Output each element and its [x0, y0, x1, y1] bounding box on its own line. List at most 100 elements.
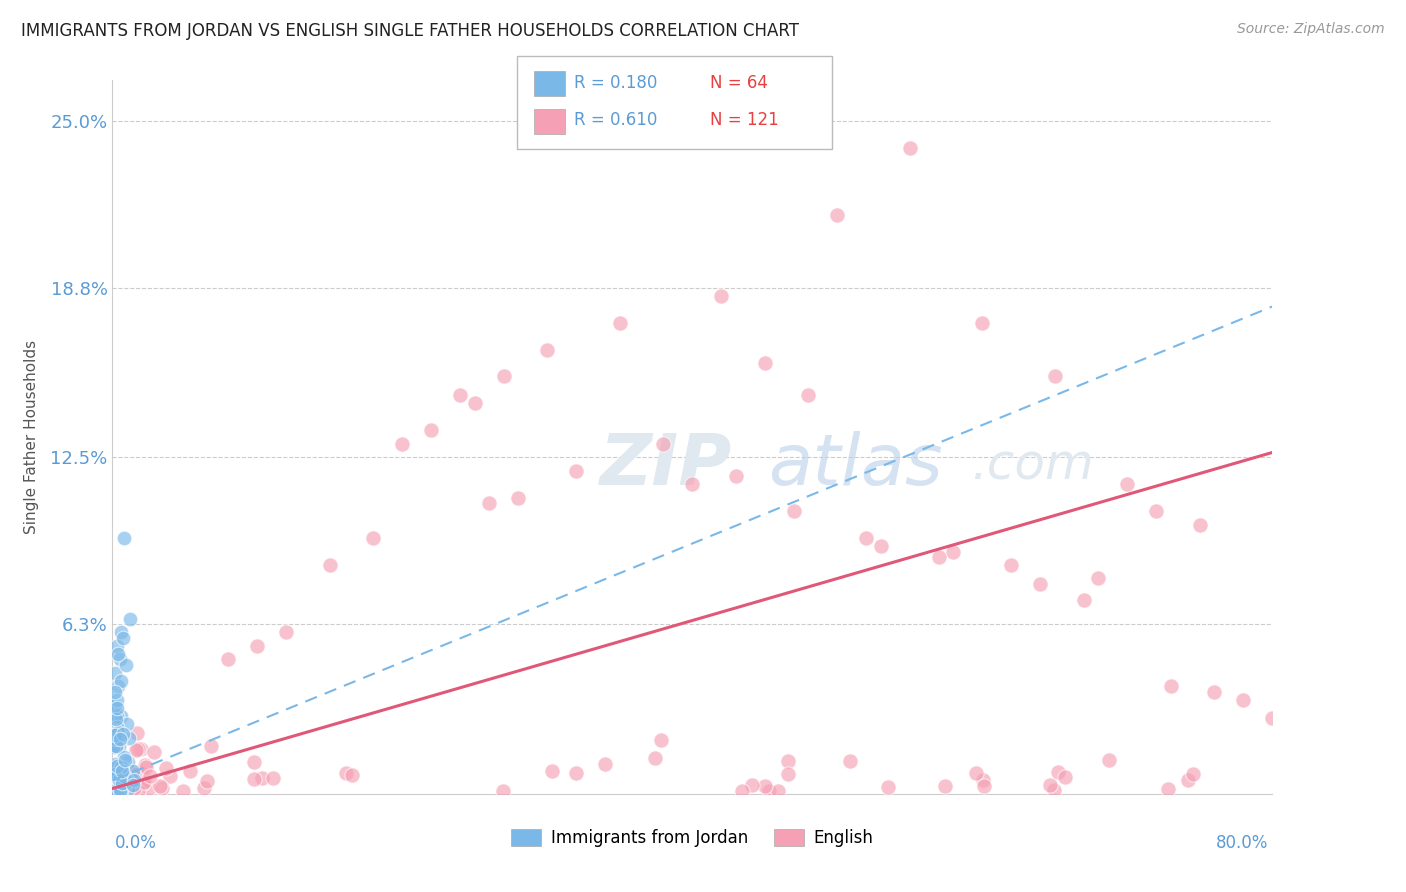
Point [103, 769, 125, 783]
Point [1029, 577, 1052, 591]
Point [114, 775, 136, 789]
Point [108, 652, 131, 666]
Point [107, 784, 129, 798]
Point [110, 769, 132, 783]
Point [105, 739, 128, 754]
Point [117, 770, 139, 784]
Point [117, 771, 139, 785]
Point [104, 756, 127, 771]
Point [243, 772, 266, 786]
Point [972, 773, 994, 788]
Point [108, 773, 131, 788]
Point [121, 764, 143, 778]
Point [105, 764, 128, 779]
Point [105, 700, 128, 714]
Point [1054, 770, 1077, 784]
Point [797, 388, 820, 402]
Point [242, 756, 264, 770]
Point [110, 761, 132, 775]
Point [159, 769, 181, 783]
Point [262, 771, 284, 785]
Point [118, 612, 141, 626]
Point [928, 549, 950, 564]
Point [110, 784, 132, 798]
Point [965, 765, 987, 780]
Point [115, 772, 138, 787]
Point [104, 728, 127, 742]
Point [827, 208, 849, 222]
Point [682, 477, 704, 491]
Point [104, 684, 127, 698]
Point [104, 767, 127, 781]
Point [536, 343, 558, 357]
Point [319, 558, 342, 572]
Point [131, 776, 153, 790]
Point [112, 750, 135, 764]
Point [391, 437, 413, 451]
Point [898, 140, 921, 154]
Point [120, 772, 142, 786]
Point [110, 778, 132, 792]
Point [104, 731, 127, 745]
Text: N = 121: N = 121 [710, 112, 779, 129]
Point [115, 781, 138, 796]
Point [111, 764, 134, 779]
Point [478, 496, 501, 510]
Point [150, 780, 173, 795]
Point [104, 698, 127, 712]
Point [1188, 517, 1211, 532]
Point [492, 369, 515, 384]
Point [276, 625, 298, 640]
Point [108, 731, 131, 746]
Point [104, 712, 127, 726]
Point [111, 759, 134, 773]
Point [112, 769, 135, 783]
Point [104, 665, 127, 680]
Point [855, 531, 877, 545]
Point [179, 764, 201, 778]
Point [104, 739, 127, 754]
Text: atlas: atlas [768, 431, 942, 500]
Point [1087, 571, 1109, 585]
Point [876, 780, 898, 795]
Point [464, 396, 486, 410]
Point [335, 766, 357, 780]
Point [107, 679, 129, 693]
Point [942, 544, 965, 558]
Text: N = 64: N = 64 [710, 74, 768, 92]
Point [218, 652, 240, 666]
Point [724, 469, 747, 483]
Point [121, 778, 143, 792]
Point [118, 731, 141, 745]
Point [125, 743, 148, 757]
Point [108, 784, 131, 798]
Point [710, 289, 733, 303]
Point [138, 780, 160, 795]
Point [1073, 593, 1095, 607]
Point [104, 761, 127, 775]
Point [1177, 773, 1199, 788]
Point [1043, 369, 1066, 384]
Point [118, 779, 141, 793]
Point [839, 754, 862, 768]
Point [1261, 711, 1284, 725]
Point [105, 692, 128, 706]
Point [122, 781, 145, 796]
Point [103, 739, 125, 754]
Point [108, 781, 131, 796]
Point [111, 778, 134, 792]
Text: 0.0%: 0.0% [115, 834, 157, 852]
Point [104, 758, 127, 772]
Point [132, 775, 155, 789]
Point [114, 770, 136, 784]
Point [250, 771, 273, 785]
Point [110, 709, 132, 723]
Point [1116, 477, 1139, 491]
Point [246, 639, 269, 653]
Point [195, 773, 218, 788]
Point [122, 767, 145, 781]
Point [565, 464, 588, 478]
Point [754, 779, 776, 793]
Point [103, 766, 125, 780]
Point [122, 780, 145, 795]
